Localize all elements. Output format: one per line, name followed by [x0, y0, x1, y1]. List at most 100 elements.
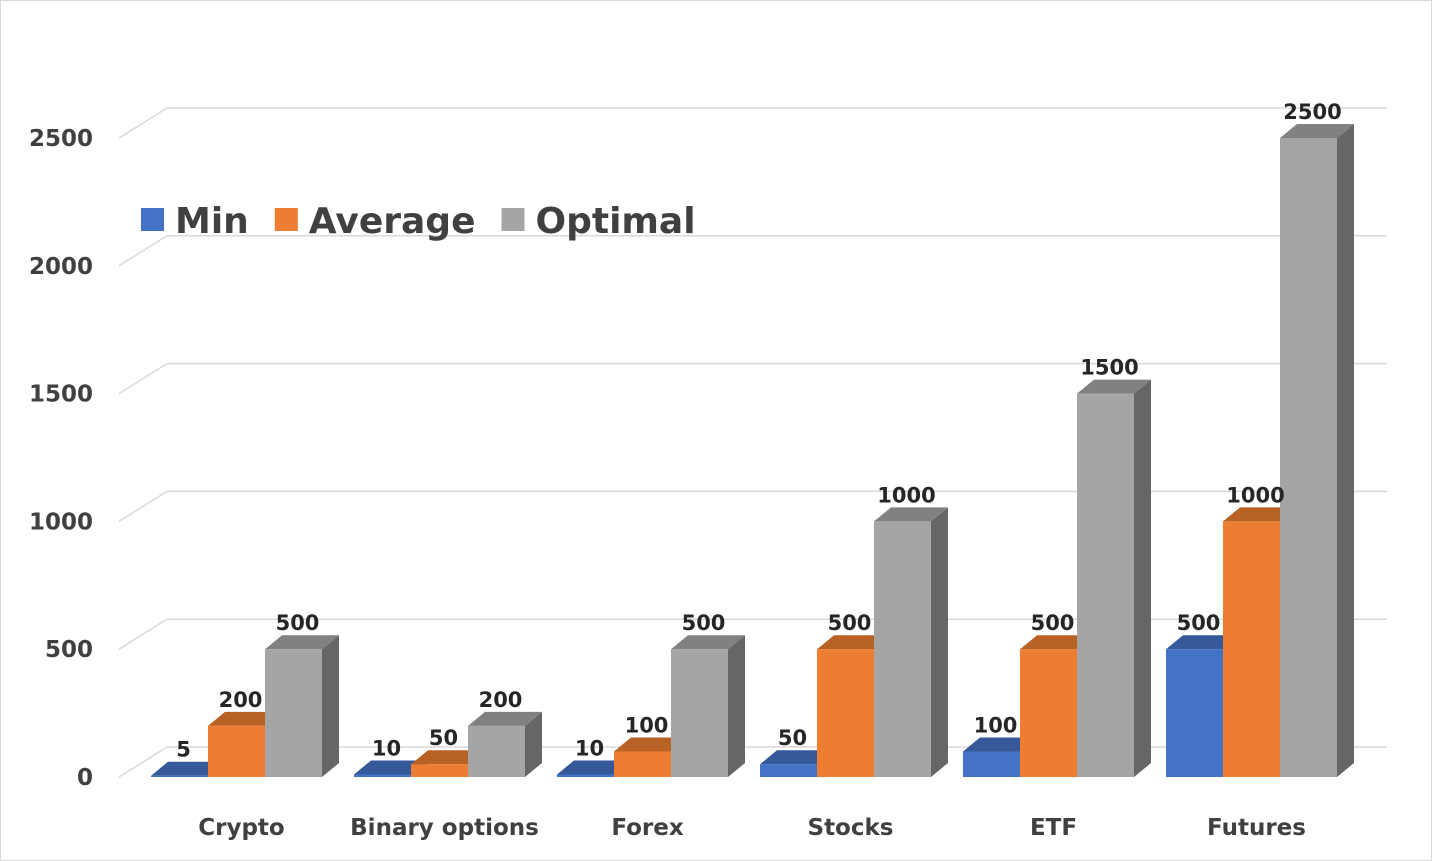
grid-lines [118, 107, 1387, 778]
y-tick-label: 1000 [29, 509, 93, 535]
bar [874, 507, 948, 777]
bar-top-face [1280, 124, 1354, 138]
data-label: 1000 [1226, 483, 1284, 507]
bar-top-face [1166, 635, 1240, 650]
bar-front-face [817, 649, 874, 777]
data-label: 500 [828, 611, 872, 635]
bar-top-face [1077, 379, 1151, 394]
data-label: 50 [429, 726, 458, 750]
legend: Min Average Optimal [141, 201, 696, 242]
bar-front-face [1280, 138, 1337, 777]
data-label: 1000 [877, 483, 935, 507]
data-label: 200 [219, 688, 263, 712]
bar-side-face [728, 635, 745, 777]
data-label: 1500 [1080, 356, 1138, 380]
legend-item: Min [141, 201, 249, 242]
bar-top-face [265, 635, 339, 650]
data-label: 500 [276, 611, 320, 635]
bar-front-face [874, 521, 931, 777]
category-label: Binary options [350, 815, 539, 841]
gridline-diagonal [118, 235, 168, 267]
gridline-diagonal [118, 107, 168, 139]
bar-side-face [1337, 124, 1354, 777]
bar-front-face [208, 725, 265, 777]
bar-top-face [468, 711, 542, 726]
bar-side-face [931, 507, 948, 777]
bar-top-face [671, 635, 745, 650]
gridline-diagonal [118, 362, 168, 395]
legend-swatch [141, 208, 164, 231]
data-label: 500 [682, 611, 726, 635]
legend-label: Average [309, 201, 476, 242]
bar [1077, 379, 1151, 777]
bar-top-face [354, 760, 428, 775]
bar-top-face [1020, 635, 1094, 650]
y-axis-ticks: 0 500 1000 1500 2000 2500 [29, 126, 93, 791]
bars [151, 124, 1354, 777]
y-tick-label: 2000 [29, 254, 93, 280]
bar-top-face [1223, 507, 1297, 522]
data-label: 10 [575, 736, 604, 760]
y-tick-label: 0 [77, 765, 93, 791]
bar-front-face [614, 751, 671, 777]
bar-top-face [151, 761, 225, 776]
bar-front-face [468, 725, 525, 777]
bar [468, 711, 542, 777]
bar-side-face [1134, 379, 1151, 777]
category-labels: Crypto Binary options Forex Stocks ETF Future… [198, 815, 1306, 841]
bar-top-face [760, 750, 834, 765]
bar-top-face [963, 737, 1037, 752]
data-label: 100 [974, 713, 1018, 737]
gridline-diagonal [118, 618, 168, 650]
bar-front-face [354, 774, 411, 777]
legend-swatch [501, 208, 525, 231]
data-label: 2500 [1283, 100, 1341, 124]
bar-top-face [557, 760, 631, 775]
data-label: 500 [1177, 611, 1221, 635]
bar-front-face [1077, 393, 1134, 777]
legend-swatch [274, 208, 298, 231]
legend-label: Min [175, 201, 249, 242]
bar-top-face [614, 737, 688, 752]
data-label: 500 [1031, 611, 1075, 635]
bar-top-face [208, 711, 282, 726]
data-labels: 5 200 500 10 50 200 10 100 500 50 500 1000 100 500 150… [176, 100, 1342, 762]
bar-top-face [817, 635, 891, 650]
bar-front-face [760, 764, 817, 777]
bar [265, 635, 339, 777]
category-label: Futures [1207, 815, 1306, 841]
data-label: 200 [479, 688, 523, 712]
bar-side-face [525, 711, 542, 777]
category-label: ETF [1030, 815, 1077, 841]
data-label: 100 [625, 713, 669, 737]
bar-front-face [557, 774, 614, 777]
bar-front-face [671, 649, 728, 777]
y-tick-label: 2500 [29, 126, 93, 152]
bar-front-face [1223, 521, 1280, 777]
bar-front-face [411, 764, 468, 777]
bar-front-face [1020, 649, 1077, 777]
legend-label: Optimal [536, 201, 696, 242]
category-label: Stocks [808, 815, 894, 841]
bar-front-face [265, 649, 322, 777]
gridline-diagonal [118, 746, 168, 778]
y-tick-label: 500 [45, 637, 93, 663]
y-tick-label: 1500 [29, 382, 93, 408]
bar [1280, 124, 1354, 777]
data-label: 50 [778, 726, 807, 750]
data-label: 5 [176, 738, 191, 762]
bar-top-face [874, 507, 948, 522]
category-label: Forex [611, 815, 684, 841]
bar-front-face [151, 775, 208, 777]
legend-item: Optimal [501, 201, 696, 242]
bar-front-face [1166, 649, 1223, 777]
bar-side-face [322, 635, 339, 777]
bar-top-face [411, 750, 485, 765]
data-label: 10 [372, 736, 401, 760]
bar [671, 635, 745, 777]
gridline-diagonal [118, 490, 168, 523]
category-label: Crypto [198, 815, 284, 841]
bar-front-face [963, 751, 1020, 777]
